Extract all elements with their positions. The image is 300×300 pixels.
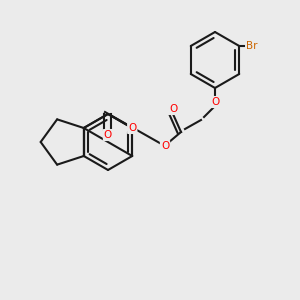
Text: O: O — [169, 104, 177, 114]
Text: O: O — [128, 123, 136, 133]
Text: O: O — [104, 130, 112, 140]
Text: O: O — [161, 141, 169, 151]
Text: Br: Br — [247, 41, 258, 51]
Text: O: O — [211, 97, 219, 107]
